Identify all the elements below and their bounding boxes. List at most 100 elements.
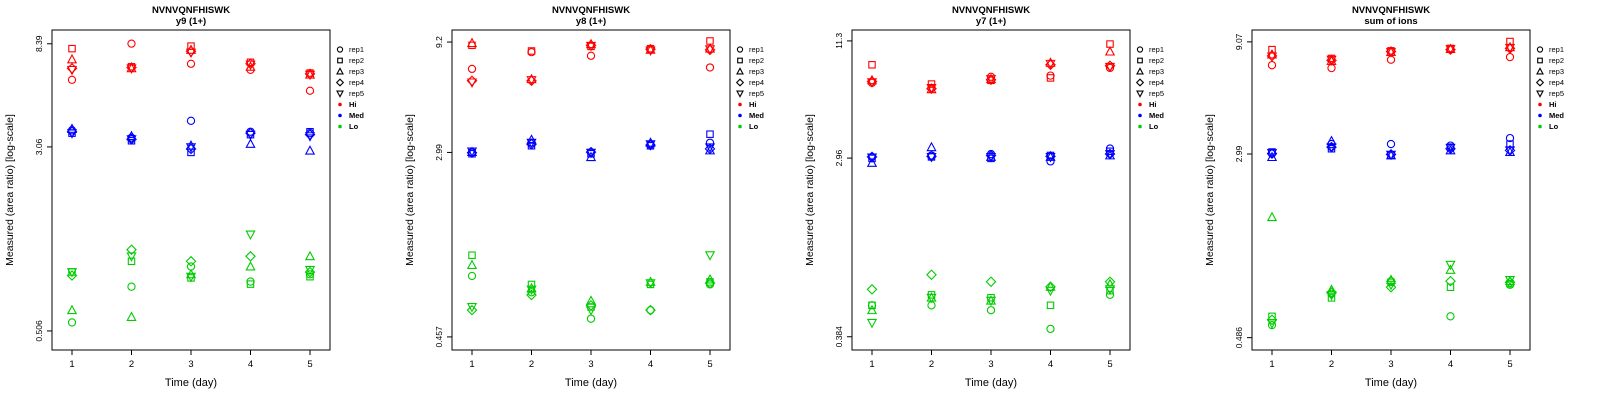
- x-tick-label: 5: [307, 359, 312, 370]
- data-point-marker: [645, 140, 656, 150]
- data-point-marker: [526, 138, 537, 149]
- data-point-marker: [705, 63, 715, 72]
- data-point-marker: [1504, 146, 1516, 156]
- x-tick-label: 1: [869, 359, 874, 370]
- data-point-marker: [126, 252, 137, 262]
- data-point-marker: [1045, 281, 1056, 291]
- data-point-marker: [866, 78, 878, 88]
- data-point-marker: [586, 51, 596, 60]
- x-tick-label: 4: [1448, 359, 1453, 370]
- data-point-marker: [246, 277, 255, 286]
- y-axis-label: Measured (area ratio) [log-scale]: [804, 114, 816, 266]
- data-point-marker: [1386, 139, 1396, 149]
- data-point-marker: [336, 46, 344, 53]
- data-point-marker: [1105, 290, 1115, 299]
- plot-box: [851, 29, 1131, 351]
- data-point-marker: [1537, 57, 1543, 64]
- data-point-marker: [526, 289, 537, 301]
- x-tick-label: 2: [1329, 359, 1334, 370]
- data-point-marker: [1137, 57, 1143, 64]
- data-point-marker: [185, 272, 197, 283]
- data-point-marker: [527, 288, 536, 297]
- legend-rep-label: rep1: [749, 45, 764, 54]
- y-tick-label: 0.384: [834, 326, 844, 348]
- data-point-marker: [304, 266, 316, 278]
- data-point-marker: [1536, 67, 1544, 75]
- data-point-marker: [126, 311, 137, 321]
- data-point-marker: [186, 116, 196, 125]
- legend-rep-label: rep1: [1549, 45, 1564, 54]
- x-tick-label: 1: [1269, 359, 1274, 370]
- panel-subtitle: y7 (1+): [976, 16, 1006, 27]
- data-point-marker: [1326, 291, 1337, 301]
- data-point-marker: [736, 90, 744, 98]
- data-point-marker: [1104, 46, 1116, 56]
- x-tick-label: 3: [588, 359, 593, 370]
- legend-rep-label: rep2: [1149, 56, 1164, 65]
- data-point-marker: [1445, 260, 1456, 271]
- plot-box: [51, 29, 331, 351]
- x-tick-label: 5: [1507, 359, 1512, 370]
- legend-rep-label: rep1: [349, 45, 364, 54]
- legend-rep-label: rep5: [749, 89, 764, 98]
- legend-rep-label: rep4: [1149, 78, 1164, 87]
- panel-title: NVNVQNFHISWK: [552, 5, 630, 16]
- y-axis-label: Measured (area ratio) [log-scale]: [404, 114, 416, 266]
- panel-title: NVNVQNFHISWK: [952, 5, 1030, 16]
- data-point-marker: [306, 127, 314, 136]
- y-tick-label: 8.39: [34, 35, 44, 52]
- x-tick-label: 5: [707, 359, 712, 370]
- legend-level-dot: [1538, 124, 1542, 129]
- data-point-marker: [866, 318, 878, 329]
- legend-rep-label: rep2: [1549, 56, 1564, 65]
- data-point-marker: [527, 280, 536, 289]
- data-point-marker: [1266, 211, 1278, 222]
- data-point-marker: [704, 143, 716, 155]
- data-point-marker: [337, 57, 343, 64]
- data-point-marker: [868, 301, 876, 310]
- y-axis-label: Measured (area ratio) [log-scale]: [4, 114, 16, 266]
- data-point-marker: [245, 130, 256, 141]
- y-tick-label: 2.99: [434, 144, 444, 161]
- legend-level-dot: [1138, 124, 1142, 129]
- data-point-marker: [1268, 312, 1276, 321]
- data-point-marker: [466, 147, 478, 158]
- data-point-marker: [127, 282, 136, 291]
- data-point-marker: [1536, 90, 1544, 98]
- data-point-marker: [585, 295, 597, 305]
- data-point-marker: [245, 250, 256, 262]
- legend-level-dot: [1538, 113, 1542, 118]
- data-point-marker: [66, 53, 78, 64]
- data-point-marker: [127, 39, 136, 48]
- legend-level-dot: [738, 124, 742, 129]
- y-tick-label: 9.2: [434, 36, 444, 48]
- legend-rep-label: rep5: [1149, 89, 1164, 98]
- chart-panel-y9: NVNVQNFHISWK y9 (1+) Time (day) Measured (a…: [0, 0, 400, 400]
- data-point-marker: [1045, 152, 1056, 163]
- data-point-marker: [246, 280, 255, 288]
- legend-level-label: Hi: [349, 100, 357, 109]
- data-point-marker: [1326, 55, 1337, 66]
- data-point-marker: [304, 250, 316, 261]
- data-point-marker: [526, 138, 537, 150]
- panel-subtitle: y8 (1+): [576, 16, 606, 27]
- data-point-marker: [704, 273, 716, 284]
- data-point-marker: [67, 75, 77, 84]
- data-point-marker: [1535, 78, 1545, 87]
- y-tick-label: 2.99: [1234, 145, 1244, 162]
- data-point-marker: [705, 280, 715, 289]
- data-point-marker: [1046, 301, 1055, 310]
- data-point-marker: [1106, 147, 1114, 156]
- y-tick-label: 2.96: [834, 150, 844, 167]
- data-point-marker: [66, 123, 78, 133]
- data-point-marker: [736, 46, 744, 53]
- y-axis-label: Measured (area ratio) [log-scale]: [1204, 114, 1216, 266]
- data-point-marker: [1504, 275, 1516, 286]
- data-point-marker: [1504, 41, 1516, 52]
- data-point-marker: [245, 260, 256, 271]
- data-point-marker: [1104, 285, 1116, 295]
- data-point-marker: [866, 304, 878, 315]
- data-point-marker: [1266, 149, 1278, 159]
- data-point-marker: [1326, 287, 1337, 298]
- data-point-marker: [645, 46, 656, 56]
